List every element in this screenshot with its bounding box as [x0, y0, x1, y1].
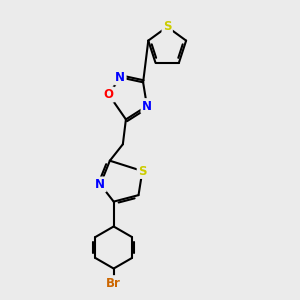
Text: N: N	[95, 178, 105, 191]
Text: O: O	[104, 88, 114, 101]
Text: S: S	[163, 20, 172, 33]
Text: Br: Br	[106, 277, 121, 290]
Text: N: N	[142, 100, 152, 112]
Text: N: N	[115, 71, 125, 84]
Text: S: S	[138, 164, 147, 178]
